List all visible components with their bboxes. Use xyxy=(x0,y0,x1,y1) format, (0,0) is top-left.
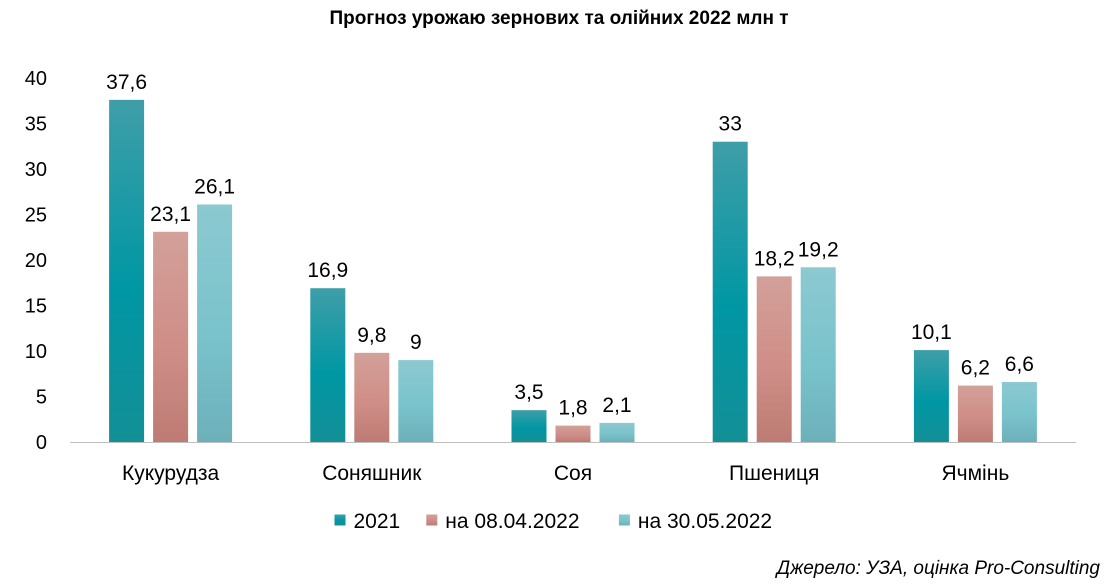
bar xyxy=(800,267,836,442)
bar xyxy=(913,350,949,442)
legend-swatch xyxy=(334,514,346,526)
y-tick-label: 10 xyxy=(25,341,47,363)
y-tick-label: 15 xyxy=(25,296,47,318)
x-tick-label: Соя xyxy=(554,462,592,485)
data-label: 2,1 xyxy=(602,394,631,417)
data-label: 6,2 xyxy=(961,357,990,380)
bar xyxy=(109,99,145,442)
legend-label: 2021 xyxy=(354,510,401,533)
y-tick-label: 5 xyxy=(36,387,47,409)
bar xyxy=(197,204,233,442)
bar xyxy=(153,231,189,442)
data-label: 10,1 xyxy=(911,321,952,344)
axis-layer: 0 5 10 15 20 25 30 35 40 Кукурудза Соняшник Соя Пшен… xyxy=(25,68,1076,485)
data-label: 33 xyxy=(719,113,742,136)
y-tick-label: 0 xyxy=(36,432,47,454)
bar xyxy=(555,425,591,442)
x-tick-label: Кукурудза xyxy=(122,462,220,485)
bar xyxy=(354,352,390,442)
y-tick-label: 35 xyxy=(25,114,47,136)
data-label: 26,1 xyxy=(194,175,235,198)
data-label: 23,1 xyxy=(150,203,191,226)
data-label: 19,2 xyxy=(798,238,839,261)
x-tick-label: Ячмінь xyxy=(942,462,1010,485)
bars-layer xyxy=(109,99,1037,442)
legend-label: на 30.05.2022 xyxy=(638,510,772,533)
y-tick-label: 30 xyxy=(25,159,47,181)
bar xyxy=(756,276,792,442)
labels-layer: 37,6 23,126,1 16,9 9,8 9 3,5 1,8 2,1 33 18,2 19,2 1… xyxy=(106,71,1034,420)
bar xyxy=(1001,381,1037,442)
bar xyxy=(310,288,346,442)
legend: 2021 на 08.04.2022 на 30.05.2022 xyxy=(334,510,772,533)
data-label: 9 xyxy=(410,331,422,354)
data-label: 9,8 xyxy=(357,324,386,347)
data-label: 6,6 xyxy=(1005,353,1034,376)
bar xyxy=(599,422,635,442)
legend-swatch xyxy=(618,514,630,526)
data-label: 37,6 xyxy=(106,71,147,94)
bar xyxy=(957,385,993,442)
data-label: 16,9 xyxy=(307,259,348,282)
bar xyxy=(398,360,434,442)
data-label: 1,8 xyxy=(558,397,587,420)
source-note: Джерело: УЗА, оцінка Pro-Consulting xyxy=(776,558,1100,579)
x-tick-label: Пшениця xyxy=(729,462,819,485)
y-tick-label: 40 xyxy=(25,68,47,90)
bar xyxy=(511,410,547,442)
legend-swatch xyxy=(426,514,438,526)
y-tick-label: 25 xyxy=(25,205,47,227)
x-tick-label: Соняшник xyxy=(322,462,422,485)
data-label: 18,2 xyxy=(754,247,795,270)
y-tick-label: 20 xyxy=(25,250,47,272)
bar xyxy=(712,141,748,442)
data-label: 3,5 xyxy=(514,381,543,404)
legend-label: на 08.04.2022 xyxy=(445,510,579,533)
chart-title: Прогноз урожаю зернових та олійних 2022 … xyxy=(329,8,789,29)
